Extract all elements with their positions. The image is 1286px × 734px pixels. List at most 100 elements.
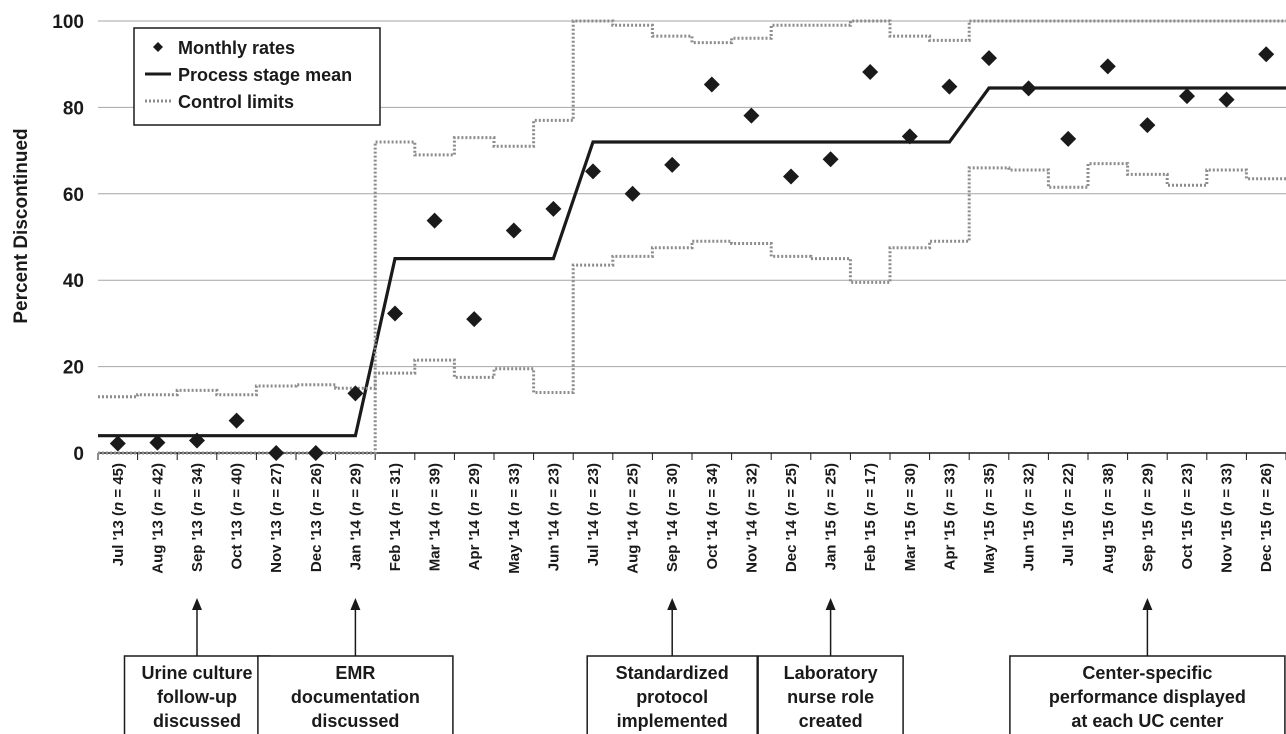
- data-point-5: [307, 445, 324, 461]
- annotation-text-line: Laboratory: [784, 663, 878, 683]
- x-tick-label: Sep '14 (n = 30): [664, 463, 681, 572]
- annotation-box: [1009, 655, 1286, 734]
- annotation-box: [257, 655, 454, 734]
- x-tick-label: Oct '13 (n = 40): [229, 463, 246, 570]
- data-point-11: [545, 200, 562, 217]
- monthly-rate-points: [109, 46, 1275, 461]
- annotation-text-line: created: [799, 711, 863, 731]
- data-point-19: [862, 63, 879, 80]
- data-point-20: [901, 128, 918, 145]
- x-tick-label: Jul '15 (n = 22): [1060, 463, 1077, 566]
- data-point-3: [228, 412, 245, 429]
- x-tick-label: Oct '15 (n = 23): [1179, 463, 1196, 570]
- x-tick-label: Aug '13 (n = 42): [149, 463, 166, 574]
- x-tick-label: Nov '14 (n = 32): [743, 463, 760, 573]
- data-point-10: [505, 222, 522, 239]
- data-point-1: [149, 434, 166, 451]
- data-point-4: [268, 445, 285, 461]
- y-tick-label-100: 100: [52, 12, 84, 33]
- data-point-24: [1060, 130, 1077, 147]
- annotation-box: [757, 655, 904, 734]
- legend-diamond-icon: [153, 42, 163, 52]
- y-tick-label-80: 80: [63, 98, 84, 119]
- annotation-box: [123, 655, 271, 734]
- data-point-22: [981, 50, 997, 67]
- x-tick-label: Sep '15 (n = 29): [1139, 463, 1156, 572]
- data-point-25: [1099, 58, 1116, 75]
- data-point-17: [783, 168, 799, 185]
- annotation-arrow-head-icon: [825, 598, 836, 610]
- annotation-box: [586, 655, 758, 734]
- y-tick-labels: 0 20 40 60 80 100: [52, 12, 84, 465]
- intervention-annotations: Urine culture follow-up discussed EMR docume…: [123, 598, 1286, 734]
- x-tick-label: Jul '14 (n = 23): [585, 463, 602, 566]
- x-tick-label: Jul '13 (n = 45): [110, 463, 127, 566]
- legend-label-control-limits: Control limits: [178, 92, 294, 112]
- data-point-8: [426, 212, 443, 229]
- x-tick-labels: Jul '13 (n = 45) Aug '13 (n = 42) Sep '13 …: [110, 463, 1275, 574]
- x-tick-label: Mar '15 (n = 30): [902, 463, 919, 571]
- x-tick-label: May '14 (n = 33): [506, 463, 523, 574]
- data-point-13: [624, 185, 641, 202]
- x-tick-label: Dec '15 (n = 26): [1258, 463, 1275, 572]
- annotation-text-line: at each UC center: [1071, 711, 1223, 731]
- x-tick-label: Feb '14 (n = 31): [387, 463, 404, 571]
- annotation-text-line: discussed: [311, 711, 399, 731]
- x-tick-label: Aug '15 (n = 38): [1100, 463, 1117, 574]
- annotation-arrow-head-icon: [192, 598, 202, 610]
- data-point-2: [189, 432, 205, 449]
- process-mean-line: [98, 86, 1286, 438]
- legend: Monthly rates Process stage mean Control…: [133, 27, 381, 126]
- data-point-27: [1179, 88, 1195, 105]
- x-tick-label: Apr '14 (n = 29): [466, 463, 483, 570]
- x-tick-label: Nov '13 (n = 27): [268, 463, 285, 573]
- annotation-arrow-head-icon: [350, 598, 361, 610]
- annotation-text-line: implemented: [617, 711, 728, 731]
- annotation-text-line: performance displayed: [1049, 687, 1246, 707]
- control-limit-line-2: [98, 19, 1286, 399]
- data-point-26: [1139, 117, 1156, 134]
- x-tick-label: Jan '14 (n = 29): [347, 463, 364, 570]
- annotation-text-line: discussed: [153, 711, 241, 731]
- y-axis-title: Percent Discontinued: [11, 128, 32, 323]
- data-point-14: [664, 156, 681, 173]
- data-point-29: [1258, 46, 1275, 63]
- annotation-text-line: follow-up: [157, 687, 237, 707]
- data-point-7: [387, 305, 403, 322]
- annotation-arrow-head-icon: [1142, 598, 1153, 610]
- data-point-21: [941, 78, 958, 95]
- legend-label-monthly-rates: Monthly rates: [178, 38, 295, 58]
- x-tick-label: Oct '14 (n = 34): [704, 463, 721, 570]
- annotation-text-line: Center-specific: [1082, 663, 1212, 683]
- x-tick-label: Apr '15 (n = 33): [941, 463, 958, 570]
- legend-box: [133, 27, 381, 126]
- data-point-12: [585, 163, 601, 180]
- y-tick-label-60: 60: [63, 185, 84, 206]
- data-point-23: [1020, 80, 1037, 97]
- x-tick-label: Sep '13 (n = 34): [189, 463, 206, 572]
- x-tick-label: Dec '14 (n = 25): [783, 463, 800, 572]
- control-limit-line-3: [98, 162, 1286, 455]
- y-tick-label-20: 20: [63, 358, 84, 379]
- series-lines: [98, 19, 1286, 455]
- data-point-9: [466, 311, 483, 328]
- data-point-6: [347, 385, 364, 402]
- x-tick-label: May '15 (n = 35): [981, 463, 998, 574]
- data-point-18: [822, 151, 839, 168]
- annotation-text-line: nurse role: [787, 687, 874, 707]
- x-tick-label: Nov '15 (n = 33): [1219, 463, 1236, 573]
- annotation-arrow-head-icon: [667, 598, 678, 610]
- data-point-0: [109, 435, 126, 452]
- y-tick-label-40: 40: [63, 271, 84, 292]
- legend-label-process-mean: Process stage mean: [178, 65, 352, 85]
- x-tick-label: Mar '14 (n = 39): [427, 463, 444, 571]
- annotation-text-line: EMR: [335, 663, 375, 683]
- x-tick-label: Jun '14 (n = 23): [545, 463, 562, 571]
- data-point-28: [1218, 91, 1235, 108]
- x-tick-label: Aug '14 (n = 25): [625, 463, 642, 574]
- x-tick-label: Dec '13 (n = 26): [308, 463, 325, 572]
- annotation-text-line: Urine culture: [141, 663, 252, 683]
- annotation-text-line: protocol: [636, 687, 708, 707]
- y-tick-label-0: 0: [73, 444, 84, 465]
- x-tick-label: Feb '15 (n = 17): [862, 463, 879, 571]
